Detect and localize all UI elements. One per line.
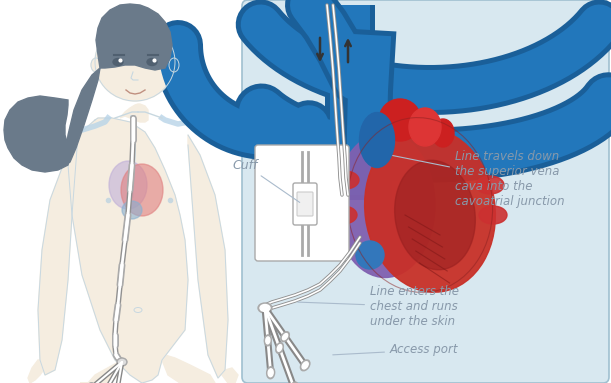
Ellipse shape [476, 176, 504, 194]
FancyBboxPatch shape [242, 0, 609, 383]
Polygon shape [80, 360, 122, 383]
FancyBboxPatch shape [297, 192, 313, 216]
Ellipse shape [409, 108, 441, 146]
Ellipse shape [432, 119, 454, 147]
Ellipse shape [395, 160, 475, 270]
Text: Cuff: Cuff [233, 159, 300, 203]
Ellipse shape [91, 58, 101, 72]
Polygon shape [38, 135, 78, 375]
Ellipse shape [266, 367, 275, 379]
Ellipse shape [169, 58, 179, 72]
Ellipse shape [335, 133, 435, 278]
Text: Line enters the
chest and runs
under the skin: Line enters the chest and runs under the… [298, 285, 459, 328]
Ellipse shape [356, 241, 384, 269]
Ellipse shape [121, 164, 163, 216]
Ellipse shape [479, 206, 507, 224]
Text: Line travels down
the superior vena
cava into the
cavoatrial junction: Line travels down the superior vena cava… [393, 150, 565, 208]
Polygon shape [222, 368, 238, 383]
Ellipse shape [147, 59, 157, 65]
Ellipse shape [290, 382, 298, 383]
Ellipse shape [122, 201, 142, 219]
FancyBboxPatch shape [255, 145, 349, 261]
Polygon shape [162, 355, 215, 383]
Ellipse shape [301, 360, 310, 371]
Text: Access port: Access port [333, 344, 458, 357]
Ellipse shape [265, 335, 271, 346]
Ellipse shape [109, 161, 147, 209]
Polygon shape [120, 104, 148, 122]
Ellipse shape [276, 343, 284, 353]
Ellipse shape [117, 358, 127, 366]
Polygon shape [4, 96, 70, 172]
Ellipse shape [329, 206, 357, 224]
Ellipse shape [281, 332, 290, 342]
Polygon shape [65, 68, 100, 165]
FancyBboxPatch shape [293, 183, 317, 225]
Ellipse shape [95, 23, 175, 101]
Ellipse shape [282, 334, 288, 340]
Ellipse shape [379, 99, 421, 141]
Ellipse shape [268, 369, 273, 377]
Ellipse shape [260, 304, 270, 311]
Ellipse shape [266, 337, 270, 344]
Ellipse shape [365, 128, 496, 292]
Polygon shape [188, 135, 228, 378]
Ellipse shape [359, 113, 395, 167]
Ellipse shape [258, 303, 272, 313]
Ellipse shape [277, 345, 282, 351]
Polygon shape [28, 360, 45, 383]
Ellipse shape [113, 59, 123, 65]
Polygon shape [68, 118, 188, 383]
Ellipse shape [119, 360, 125, 365]
Polygon shape [96, 4, 172, 70]
Ellipse shape [302, 362, 308, 369]
Ellipse shape [331, 171, 359, 189]
